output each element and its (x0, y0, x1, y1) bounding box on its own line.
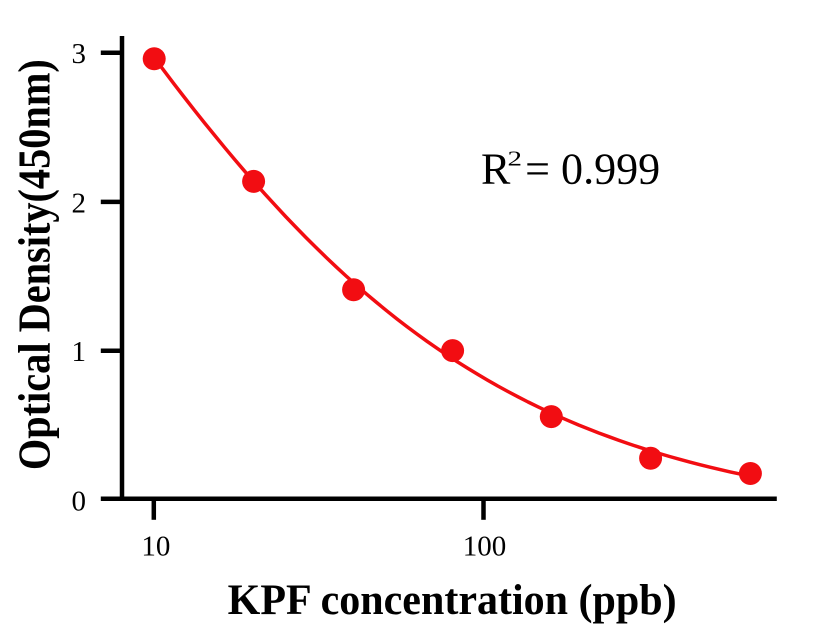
svg-text:KPF concentration (ppb): KPF concentration (ppb) (228, 577, 677, 624)
svg-text:10: 10 (141, 531, 170, 563)
svg-text:= 0.999: = 0.999 (525, 144, 660, 193)
svg-text:3: 3 (72, 38, 87, 70)
svg-text:0: 0 (72, 485, 87, 517)
svg-text:1: 1 (72, 336, 87, 368)
svg-text:R: R (481, 144, 511, 193)
svg-text:100: 100 (463, 530, 507, 562)
svg-text:2: 2 (508, 147, 523, 171)
svg-text:Optical Density(450nm): Optical Density(450nm) (10, 59, 60, 470)
svg-text:2: 2 (72, 187, 87, 219)
